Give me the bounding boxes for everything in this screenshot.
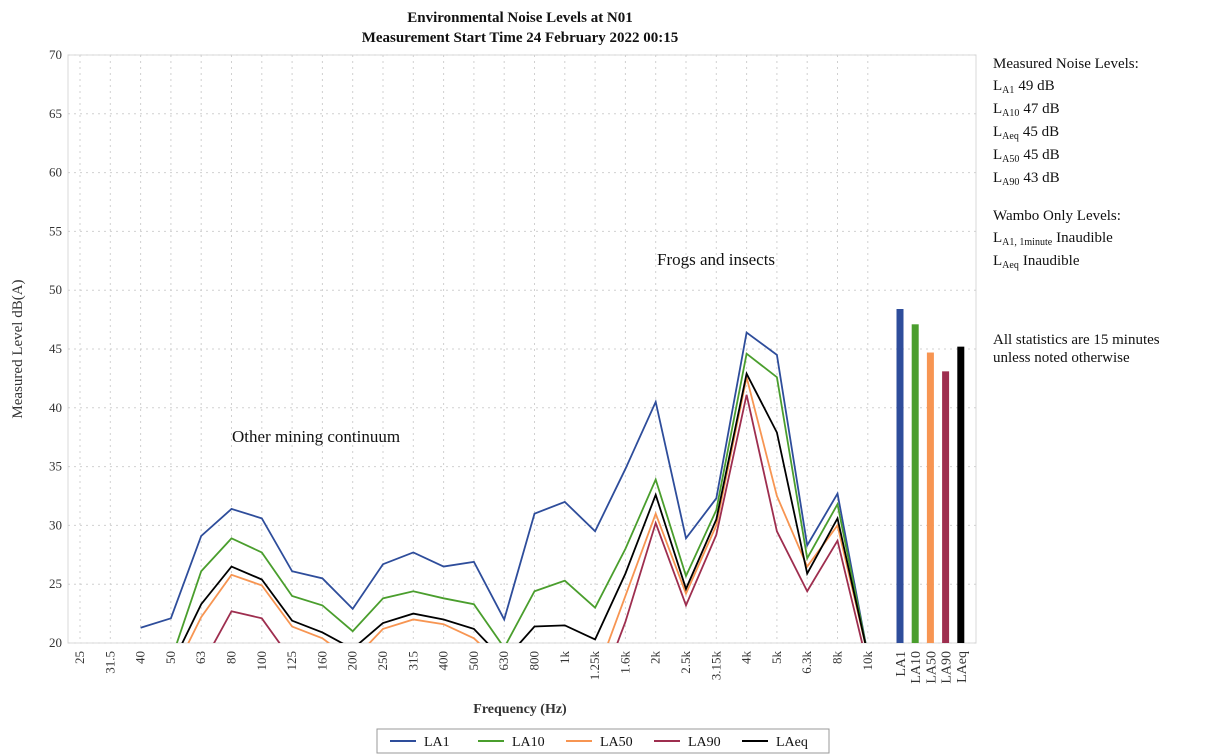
y-tick-label: 25 <box>49 576 62 591</box>
x-tick-label: 31.5 <box>102 651 117 674</box>
x-tick-label: 40 <box>133 651 148 664</box>
x-tick-label: 630 <box>496 651 511 671</box>
x-tick-label: 1.25k <box>587 651 602 681</box>
y-tick-label: 50 <box>49 282 62 297</box>
note-text: Inaudible <box>1023 253 1080 269</box>
note-text: 47 dB <box>1023 101 1059 117</box>
series-line <box>213 394 864 643</box>
side-note: LAeq Inaudible <box>993 253 1080 271</box>
x-tick-label: 400 <box>436 651 451 671</box>
x-tick-label: 800 <box>527 651 542 671</box>
x-tick-label: 2k <box>648 651 663 665</box>
legend-label: LA50 <box>600 735 633 750</box>
x-tick-label: 250 <box>375 651 390 671</box>
note-main: L <box>993 253 1002 269</box>
x-tick-label: LA1 <box>894 651 909 677</box>
note-sub: A1, 1minute <box>1002 237 1053 248</box>
x-tick-label: 1.6k <box>617 651 632 674</box>
x-tick-label: 50 <box>163 651 178 664</box>
side-footer: All statistics are 15 minutes <box>993 332 1160 348</box>
x-tick-label: LA10 <box>909 651 924 684</box>
x-tick-label: 80 <box>224 651 239 664</box>
legend-label: LA90 <box>688 735 721 750</box>
y-tick-label: 20 <box>49 635 62 650</box>
legend-label: LA1 <box>424 735 450 750</box>
x-tick-label: 25 <box>72 651 87 664</box>
note-sub: A1 <box>1002 85 1014 96</box>
note-main: L <box>993 147 1002 163</box>
side-note: LA90 43 dB <box>993 170 1060 188</box>
x-tick-label: 125 <box>284 651 299 671</box>
side-note: LA1, 1minute Inaudible <box>993 230 1113 248</box>
x-tick-label: 63 <box>193 651 208 664</box>
note-main: L <box>993 101 1002 117</box>
y-axis-label: Measured Level dB(A) <box>10 279 26 418</box>
x-tick-label: 1k <box>557 651 572 665</box>
note-main: L <box>993 170 1002 186</box>
y-tick-label: 60 <box>49 165 62 180</box>
y-tick-label: 45 <box>49 341 62 356</box>
annotation: Other mining continuum <box>232 427 400 446</box>
x-tick-label: 2.5k <box>678 651 693 674</box>
note-text: 49 dB <box>1018 78 1054 94</box>
x-tick-label: 160 <box>314 651 329 671</box>
y-tick-label: 70 <box>49 47 62 62</box>
side-note: LAeq 45 dB <box>993 124 1059 142</box>
x-tick-label: 200 <box>345 651 360 671</box>
series-line <box>175 352 867 643</box>
x-tick-label: LAeq <box>955 651 970 683</box>
side-note: LA50 45 dB <box>993 147 1060 165</box>
note-sub: A10 <box>1002 108 1019 119</box>
note-main: L <box>993 124 1002 140</box>
lines <box>140 330 867 643</box>
note-sub: Aeq <box>1002 131 1019 142</box>
note-main: L <box>993 78 1002 94</box>
x-tick-label: 315 <box>405 651 420 671</box>
chart-title: Environmental Noise Levels at N01 <box>407 10 633 26</box>
bar <box>911 324 919 643</box>
note-sub: Aeq <box>1002 260 1019 271</box>
y-tick-label: 65 <box>49 106 62 121</box>
x-tick-label: 500 <box>466 651 481 671</box>
x-tick-label: LA50 <box>924 651 939 684</box>
legend-label: LA10 <box>512 735 545 750</box>
x-tick-label: 3.15k <box>708 651 723 681</box>
series-line <box>181 371 867 643</box>
x-tick-label: 100 <box>254 651 269 671</box>
x-axis-label: Frequency (Hz) <box>473 702 567 717</box>
note-text: 45 dB <box>1023 124 1059 140</box>
annotation: Frogs and insects <box>657 250 775 269</box>
x-tick-label: 8k <box>830 651 845 665</box>
side-heading: Measured Noise Levels: <box>993 56 1139 72</box>
note-text: 43 dB <box>1023 170 1059 186</box>
side-note: LA1 49 dB <box>993 78 1055 96</box>
note-sub: A90 <box>1002 177 1019 188</box>
side-footer: unless noted otherwise <box>993 350 1130 366</box>
x-tick-label: 4k <box>739 651 754 665</box>
series-line <box>140 330 867 643</box>
side-heading: Wambo Only Levels: <box>993 208 1121 224</box>
series-line <box>187 377 866 643</box>
y-tick-label: 55 <box>49 223 62 238</box>
note-sub: A50 <box>1002 154 1019 165</box>
note-main: L <box>993 230 1002 246</box>
x-tick-label: 10k <box>860 651 875 671</box>
x-tick-label: 6.3k <box>799 651 814 674</box>
y-tick-label: 40 <box>49 400 62 415</box>
note-text: 45 dB <box>1023 147 1059 163</box>
note-text: Inaudible <box>1056 230 1113 246</box>
x-tick-label: 5k <box>769 651 784 665</box>
y-tick-label: 30 <box>49 517 62 532</box>
bar <box>942 371 950 643</box>
y-tick-label: 35 <box>49 459 62 474</box>
side-note: LA10 47 dB <box>993 101 1060 119</box>
bar <box>926 352 934 643</box>
bar <box>957 346 965 643</box>
chart-subtitle: Measurement Start Time 24 February 2022 … <box>362 30 679 46</box>
legend-label: LAeq <box>776 735 808 750</box>
bar <box>896 309 904 643</box>
x-tick-label: LA90 <box>940 651 955 684</box>
